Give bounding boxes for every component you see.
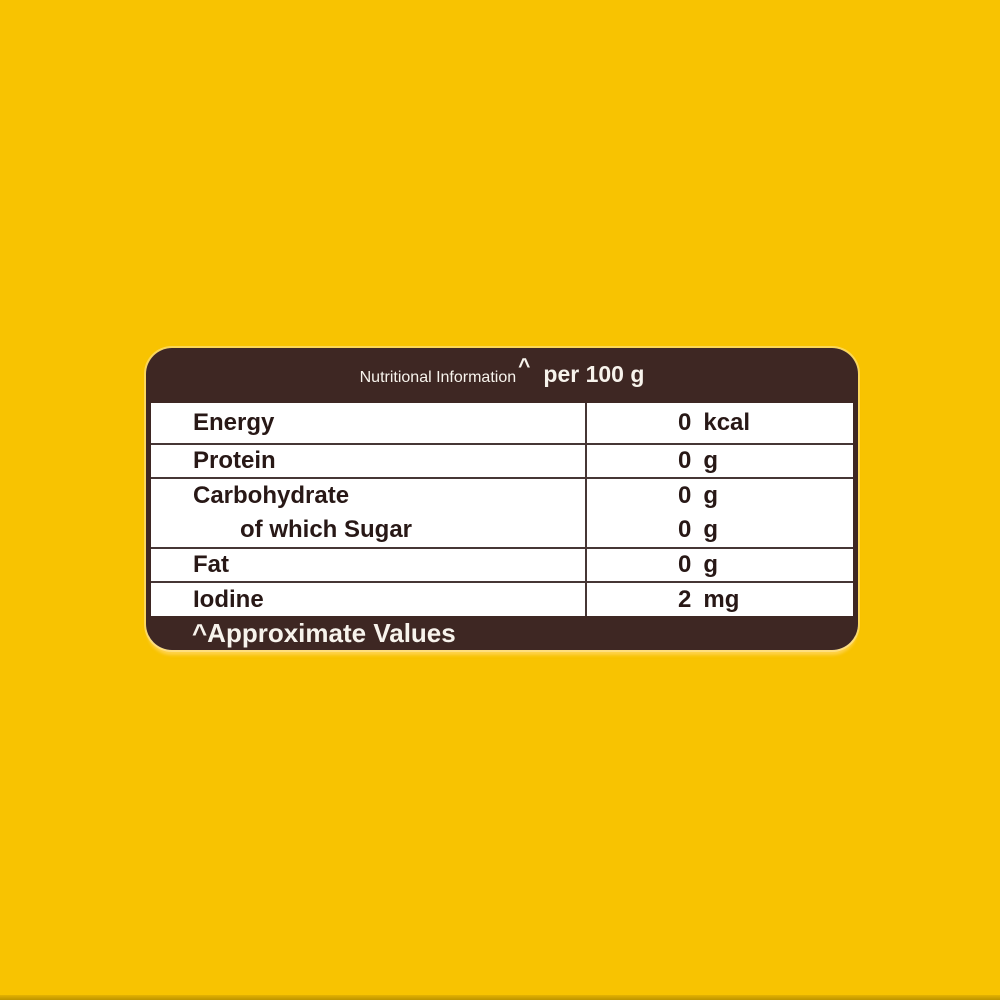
per-100g-label: per 100 g [543, 361, 645, 387]
nutrition-label-panel: Nutritional Information^ per 100 g Energ… [146, 348, 858, 650]
row-label: Iodine [193, 585, 264, 613]
row-label: Fat [193, 551, 229, 578]
row-unit: mg [703, 585, 740, 613]
table-footer: ^Approximate Values [146, 616, 858, 650]
column-divider [585, 403, 587, 616]
table-row-line: Fat 0 g [151, 549, 853, 581]
row-value-cell: 2 mg [585, 586, 853, 614]
approximate-values-note: ^Approximate Values [192, 617, 456, 648]
row-value: 0 [678, 516, 692, 543]
row-unit: g [703, 551, 719, 578]
table-row-line: of which Sugar 0 g [151, 513, 853, 547]
table-row: Protein 0 g [151, 443, 853, 477]
table-row: Fat 0 g [151, 547, 853, 581]
table-title: Nutritional Information^ [359, 355, 531, 388]
table-header-line: Nutritional Information^ per 100 g [359, 355, 645, 388]
table-row: Carbohydrate 0 g of which Sugar 0 g [151, 477, 853, 547]
row-label: Protein [193, 447, 276, 474]
table-row-line: Energy 0 kcal [151, 403, 853, 443]
row-value: 0 [678, 551, 692, 578]
table-title-text: Nutritional Information [359, 369, 517, 386]
bottom-edge-strip [0, 995, 1000, 1000]
table-body: Energy 0 kcal Protein 0 g Carbohydrate 0 g of whi… [146, 403, 858, 616]
row-value: 0 [678, 409, 692, 436]
table-row-line: Carbohydrate 0 g [151, 479, 853, 513]
caret-superscript: ^ [518, 355, 531, 378]
row-unit: g [703, 516, 719, 543]
row-unit: g [703, 482, 719, 509]
row-label: Carbohydrate [193, 482, 350, 509]
table-row-line: Iodine 2 mg [151, 583, 853, 616]
table-row: Energy 0 kcal [151, 403, 853, 443]
row-label: of which Sugar [240, 516, 413, 543]
row-value: 2 [678, 585, 692, 613]
row-value: 0 [678, 447, 692, 474]
row-unit: kcal [703, 409, 751, 436]
table-row-line: Protein 0 g [151, 445, 853, 477]
row-label: Energy [193, 409, 275, 436]
row-value: 0 [678, 482, 692, 509]
row-value-cell: 0 kcal [585, 409, 853, 437]
row-unit: g [703, 447, 719, 474]
rows-container: Energy 0 kcal Protein 0 g Carbohydrate 0 g of whi… [151, 403, 853, 616]
table-row: Iodine 2 mg [151, 581, 853, 616]
table-header: Nutritional Information^ per 100 g [146, 348, 858, 403]
